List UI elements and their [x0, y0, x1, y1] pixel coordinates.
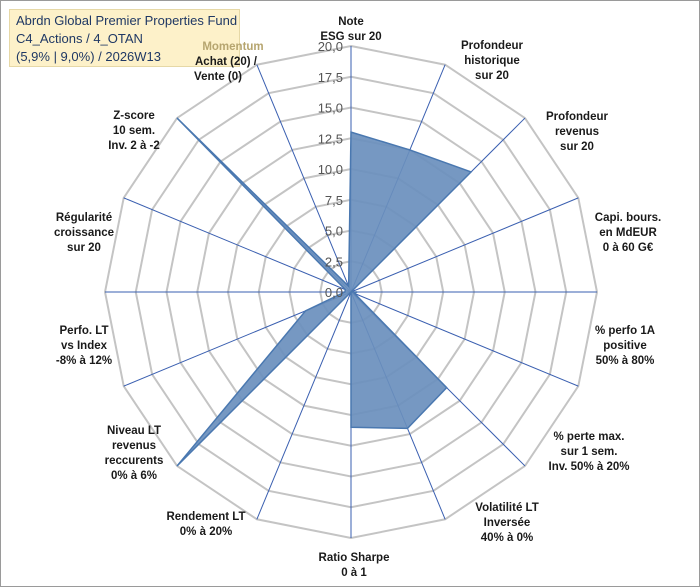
spoke-line	[256, 64, 352, 293]
axis-label-line: -8% à 12%	[56, 355, 112, 367]
axis-label-line: % perfo 1A	[595, 325, 655, 337]
axis-label-line: en MdEUR	[599, 227, 657, 239]
axis-label-line: 10 sem.	[113, 125, 155, 137]
axis-label: Ratio Sharpe 0 à 1	[319, 552, 390, 579]
tick-label: 5,0	[325, 224, 343, 239]
radar-series	[176, 117, 473, 467]
spoke-line	[256, 291, 352, 520]
tick-label: 7,5	[325, 193, 343, 208]
axis-label-line: 50% à 80%	[596, 355, 655, 367]
spoke-line	[350, 197, 579, 293]
axis-label-line: Vente (0)	[194, 71, 242, 83]
axis-label-line: croissance	[54, 227, 114, 239]
axis-label-line: 0 à 60 G€	[603, 242, 654, 254]
fund-period: (5,9% | 9,0%) / 2026W13	[16, 49, 162, 64]
axis-label-line: positive	[603, 340, 646, 352]
axis-label-line: ESG sur 20	[320, 31, 381, 43]
axis-label-line: 0 à 1	[341, 567, 367, 579]
axis-label-line: Volatilité LT	[475, 502, 538, 514]
axis-label: Perfo. LT vs Index -8% à 12%	[56, 325, 112, 367]
axis-label: % perfo 1A positive 50% à 80%	[595, 325, 655, 367]
axis-label-line: Profondeur	[546, 111, 608, 123]
axis-label-line: Inv. 2 à -2	[108, 140, 160, 152]
axis-label: Rendement LT 0% à 20%	[166, 511, 245, 538]
axis-label: Niveau LT revenus reccurents 0% à 6%	[105, 425, 164, 482]
spoke-line	[350, 291, 579, 387]
axis-label-line: Capi. bours.	[595, 212, 661, 224]
axis-labels: Note ESG sur 20 Profondeur historique sur 20…	[54, 16, 661, 579]
axis-label-line: Note	[338, 16, 364, 28]
axis-label-line: Rendement LT	[166, 511, 245, 523]
fund-title-box: Abrdn Global Premier Properties Fund C4_…	[9, 9, 240, 67]
axis-label-line: sur 20	[475, 70, 509, 82]
axis-label-line: Perfo. LT	[60, 325, 109, 337]
axis-label-line: Inv. 50% à 20%	[549, 461, 630, 473]
axis-label-line: Achat (20) /	[195, 56, 258, 68]
axis-label-line: sur 1 sem.	[561, 446, 618, 458]
axis-label-line: 40% à 0%	[481, 532, 533, 544]
axis-label-line: revenus	[555, 126, 599, 138]
tick-label: 15,0	[318, 101, 343, 116]
axis-label-line: sur 20	[67, 242, 101, 254]
axis-label-line: reccurents	[105, 455, 164, 467]
axis-label: Volatilité LT Inversée 40% à 0%	[475, 502, 538, 544]
axis-label-line: historique	[464, 55, 520, 67]
tick-label: 10,0	[318, 162, 343, 177]
axis-label-line: sur 20	[560, 141, 594, 153]
axis-label: % perte max. sur 1 sem. Inv. 50% à 20%	[549, 431, 630, 473]
axis-label-line: Régularité	[56, 212, 112, 224]
axis-label: Capi. bours. en MdEUR 0 à 60 G€	[595, 212, 661, 254]
axis-label-line: Profondeur	[461, 40, 523, 52]
axis-label-line: vs Index	[61, 340, 108, 352]
axis-label-line: Ratio Sharpe	[319, 552, 390, 564]
axis-label-line: Momentum	[202, 41, 263, 53]
axis-label-line: Z-score	[113, 110, 155, 122]
axis-label-line: Inversée	[484, 517, 531, 529]
series-area	[176, 117, 473, 467]
tick-label: 12,5	[318, 131, 343, 146]
tick-label: 2,5	[325, 254, 343, 269]
axis-label: Momentum Achat (20) / Vente (0)	[194, 41, 264, 83]
axis-label-line: 0% à 20%	[180, 526, 232, 538]
fund-category: C4_Actions / 4_OTAN	[16, 31, 143, 46]
axis-label: Profondeur revenus sur 20	[546, 111, 608, 153]
axis-label: Profondeur historique sur 20	[461, 40, 523, 82]
axis-label-line: 0% à 6%	[111, 470, 157, 482]
axis-label-line: revenus	[112, 440, 156, 452]
fund-name: Abrdn Global Premier Properties Fund	[16, 13, 238, 28]
tick-label: 17,5	[318, 70, 343, 85]
axis-label: Z-score 10 sem. Inv. 2 à -2	[108, 110, 160, 152]
tick-label: 20,0	[318, 39, 343, 54]
spoke-line	[123, 197, 352, 293]
radial-tick-labels: 0,0 2,5 5,0 7,5 10,0 12,5 15,0 17,5 20,0	[318, 39, 343, 300]
tick-label: 0,0	[325, 285, 343, 300]
axis-label-line: Niveau LT	[107, 425, 161, 437]
axis-label: Régularité croissance sur 20	[54, 212, 114, 254]
axis-label-line: % perte max.	[554, 431, 625, 443]
axis-label: Note ESG sur 20	[320, 16, 381, 43]
